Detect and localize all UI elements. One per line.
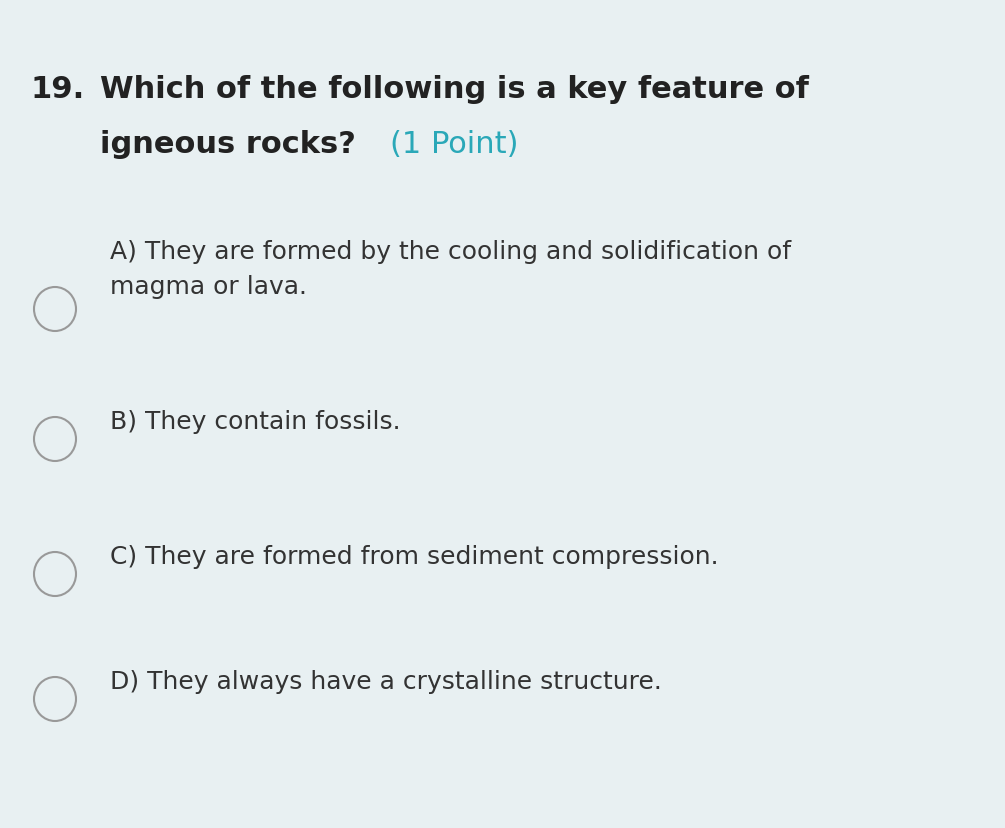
Text: Which of the following is a key feature of: Which of the following is a key feature … [100, 75, 809, 104]
Text: D) They always have a crystalline structure.: D) They always have a crystalline struct… [110, 669, 662, 693]
Text: A) They are formed by the cooling and solidification of
magma or lava.: A) They are formed by the cooling and so… [110, 240, 791, 299]
Text: 19.: 19. [30, 75, 84, 104]
Text: igneous rocks?: igneous rocks? [100, 130, 367, 159]
Text: (1 Point): (1 Point) [390, 130, 519, 159]
Text: C) They are formed from sediment compression.: C) They are formed from sediment compres… [110, 544, 719, 568]
Text: B) They contain fossils.: B) They contain fossils. [110, 410, 401, 434]
